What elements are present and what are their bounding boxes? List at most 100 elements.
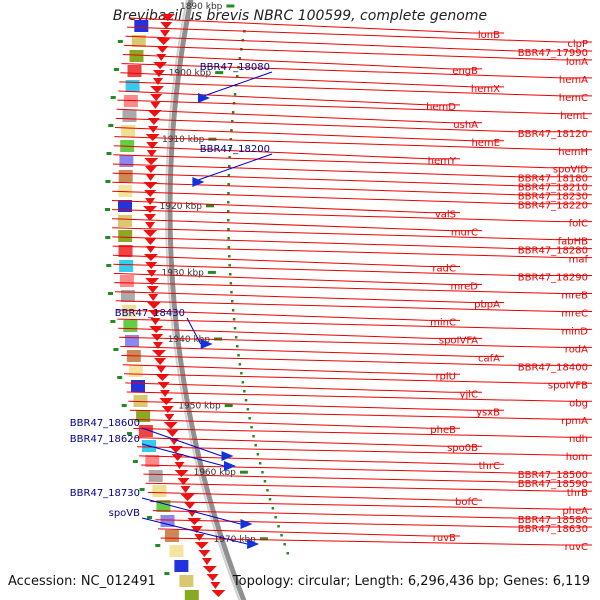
cds-arrow [206, 574, 219, 581]
gene-label[interactable]: pheB [430, 425, 456, 436]
ring-dot [237, 354, 240, 357]
cds-arrow [148, 294, 159, 301]
ring-dot [243, 390, 246, 393]
gene-label[interactable]: clpP [567, 39, 588, 50]
outer-tick [106, 152, 112, 155]
gene-label[interactable]: BBR47_18400 [518, 362, 588, 373]
gene-label[interactable]: hemD [426, 102, 456, 113]
gene-label[interactable]: rplU [435, 371, 456, 382]
gene-label[interactable]: BBR47_18500 [518, 470, 588, 481]
gene-label[interactable]: BBR47_18290 [518, 273, 588, 284]
ring-dot [233, 93, 237, 96]
gene-label[interactable]: ruvC [565, 542, 588, 553]
left-gene-label[interactable]: BBR47_18730 [70, 488, 140, 499]
left-gene-label[interactable]: spoVB [109, 508, 141, 519]
gene-label[interactable]: fabHB [558, 237, 589, 248]
gene-leader-line [111, 218, 451, 232]
gene-label[interactable]: BBR47_18280 [518, 246, 588, 257]
gene-label[interactable]: hom [566, 452, 588, 463]
cds-arrow [160, 14, 175, 21]
gene-label[interactable]: hemL [560, 111, 588, 122]
feature-block [122, 305, 137, 317]
kbp-tick-label: 1930 kbp [161, 268, 204, 278]
gene-leader-line [118, 327, 432, 339]
gene-label[interactable]: pbpA [474, 299, 500, 310]
gene-label[interactable]: BBR47_18120 [518, 129, 588, 140]
cds-arrow [177, 478, 190, 485]
gene-leader-line [112, 254, 429, 267]
gene-label[interactable]: minC [430, 317, 456, 328]
gene-leader-line [119, 336, 561, 348]
gene-label[interactable]: valS [435, 210, 456, 221]
gene-label[interactable]: hemH [558, 147, 588, 158]
gene-label[interactable]: thrC [479, 461, 500, 472]
feature-block [127, 65, 142, 77]
ring-dot [231, 309, 235, 312]
ring-dot [229, 282, 233, 285]
left-gene-labels[interactable]: BBR47_18080 BBR47_18200 BBR47_18430 BBR47_1… [70, 62, 273, 549]
gene-label[interactable]: hemE [471, 138, 500, 149]
gene-label[interactable]: rodA [565, 344, 588, 355]
left-gene-label[interactable]: BBR47_18600 [70, 418, 140, 429]
left-gene-label[interactable]: BBR47_18080 [200, 62, 270, 73]
feature-block [164, 530, 179, 542]
gene-label[interactable]: BBR47_18580 [518, 515, 588, 526]
gene-label[interactable]: yjlC [460, 389, 478, 400]
gene-label[interactable]: hemC [559, 93, 588, 104]
outer-tick [132, 460, 138, 463]
kbp-tick-label: 1970 kbp [213, 535, 256, 545]
gene-label[interactable]: murC [451, 228, 478, 239]
left-feature-arrow [221, 451, 234, 461]
gene-label[interactable]: radC [432, 264, 456, 275]
cds-arrow [174, 470, 189, 477]
gene-label[interactable]: BBR47_18590 [518, 479, 588, 490]
left-gene-label[interactable]: BBR47_18620 [70, 434, 140, 445]
gene-label[interactable]: engB [452, 66, 478, 77]
cds-arrow [160, 30, 170, 37]
gene-label[interactable]: thrB [567, 488, 588, 499]
gene-label[interactable]: spo0B [447, 443, 478, 454]
ring-dot [227, 210, 230, 213]
gene-label[interactable]: obg [569, 398, 588, 409]
gene-label[interactable]: ysxB [476, 407, 500, 418]
left-gene-label[interactable]: BBR47_18200 [200, 144, 270, 155]
left-leader-line [141, 497, 241, 525]
gene-label[interactable]: spoIVFB [548, 380, 588, 391]
ring-dot [227, 174, 231, 177]
gene-label[interactable]: BBR47_18210 [518, 183, 588, 194]
gene-label[interactable]: ushA [453, 120, 478, 131]
gene-label[interactable]: rpmA [561, 416, 588, 427]
gene-label[interactable]: BBR47_18220 [518, 201, 588, 212]
gene-leader-line [145, 482, 561, 492]
cds-arrow [151, 334, 164, 341]
gene-label[interactable]: hemA [559, 75, 588, 86]
gene-label[interactable]: hemY [428, 156, 457, 167]
gene-label[interactable]: spoVID [553, 165, 588, 176]
gene-label[interactable]: ruvB [433, 533, 456, 544]
gene-label[interactable]: lonB [478, 30, 500, 41]
cds-arrow [211, 590, 226, 597]
ring-dot [227, 192, 230, 195]
outer-tick [117, 376, 123, 379]
left-gene-label[interactable]: BBR47_18430 [115, 308, 185, 319]
gene-label[interactable]: cafA [478, 353, 500, 364]
gene-label[interactable]: BBR47_18230 [518, 192, 588, 203]
gene-label[interactable]: mreC [561, 308, 588, 319]
gene-label[interactable]: mreB [561, 290, 588, 301]
gene-label[interactable]: lonA [566, 57, 588, 68]
gene-label[interactable]: BBR47_17990 [518, 48, 588, 59]
gene-label[interactable]: spoIVFA [439, 335, 478, 346]
gene-label[interactable]: maf [569, 255, 589, 266]
gene-label[interactable]: BBR47_18180 [518, 174, 588, 185]
gene-label[interactable]: hemX [471, 84, 500, 95]
feature-block [169, 545, 184, 557]
gene-label[interactable]: mreD [451, 282, 479, 293]
gene-label[interactable]: pheA [562, 506, 588, 517]
gene-label[interactable]: folC [569, 219, 588, 230]
gene-label[interactable]: BBR47_18630 [518, 524, 588, 535]
gene-label[interactable]: ndh [569, 434, 588, 445]
gene-label[interactable]: bofC [455, 497, 478, 508]
gene-label[interactable]: minD [561, 326, 588, 337]
feature-block [184, 590, 199, 600]
